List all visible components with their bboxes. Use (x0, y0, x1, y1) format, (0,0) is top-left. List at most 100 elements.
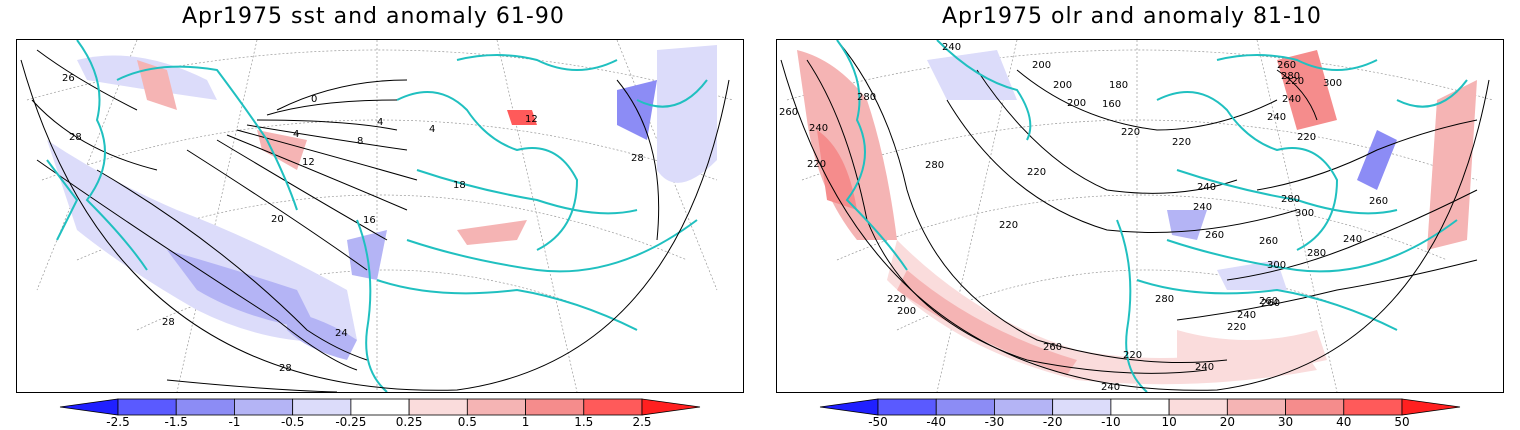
contour-label: 180 (1109, 80, 1128, 91)
contour-label: 300 (1323, 78, 1342, 89)
colorbar-tick-label: 0.25 (395, 415, 423, 429)
contour-label: 280 (1281, 71, 1300, 82)
colorbar-left-extension (819, 398, 879, 416)
contour-label: 200 (1053, 80, 1072, 91)
contour-label: 260 (1261, 298, 1280, 309)
colorbar-left-extension (59, 398, 119, 416)
contour-label: 12 (302, 157, 315, 168)
contour-label: 220 (887, 294, 906, 305)
colorbar-segment (1168, 398, 1228, 416)
contour-label: 8 (357, 136, 363, 147)
colorbar-tick-label: 30 (1277, 415, 1294, 429)
contour-label: 220 (1027, 167, 1046, 178)
colorbar-segment (350, 398, 410, 416)
contour-label: 28 (631, 153, 644, 164)
colorbar-tick-label: -40 (926, 415, 947, 429)
contour-label: 28 (162, 317, 175, 328)
contour-label: 240 (1101, 382, 1120, 392)
colorbar-tick-label: 20 (1219, 415, 1235, 429)
contour-label: 240 (1282, 94, 1301, 105)
colorbar-segment (408, 398, 468, 416)
contour-label: 220 (1121, 127, 1140, 138)
contour-label: 260 (1043, 342, 1062, 353)
contour-label: 280 (1155, 294, 1174, 305)
sst-colorbar-graphic (59, 398, 701, 416)
colorbar-right-extension (641, 398, 701, 416)
contour-label: 300 (1295, 208, 1314, 219)
sst-contour-labels: 26 28 0 4 4 8 12 16 20 24 28 28 28 12 18… (62, 73, 644, 374)
olr-colorbar (819, 398, 1461, 416)
colorbar-tick-label: 50 (1394, 415, 1410, 429)
colorbar-right-extension (1401, 398, 1461, 416)
colorbar-segment (466, 398, 526, 416)
contour-label: 300 (1267, 260, 1286, 271)
colorbar-segment (1343, 398, 1403, 416)
left-map-title: Apr1975 sst and anomaly 61-90 (182, 4, 565, 29)
contour-label: 4 (377, 117, 383, 128)
contour-label: 240 (942, 42, 961, 53)
coastlines (836, 40, 1468, 392)
colorbar-tick-label: -1 (228, 415, 241, 429)
contour-label: 260 (1369, 196, 1388, 207)
contour-label: 28 (279, 363, 292, 374)
colorbar-tick-label: 2.5 (632, 415, 652, 429)
colorbar-segment (877, 398, 937, 416)
colorbar-segment (1285, 398, 1345, 416)
contour-label: 20 (271, 214, 284, 225)
colorbar-tick-label: -10 (1101, 415, 1121, 429)
colorbar-segment (234, 398, 294, 416)
contour-label: 240 (1193, 202, 1212, 213)
contour-label: 260 (1259, 296, 1278, 307)
colorbar-segment (1226, 398, 1286, 416)
contour-label: 240 (1237, 310, 1256, 321)
olr-map-panel: 240 200 200 200 180 160 260 220 300 280 … (776, 39, 1504, 393)
contour-label: 0 (311, 94, 317, 105)
contour-label: 160 (1102, 99, 1121, 110)
contour-label: 240 (1267, 112, 1286, 123)
contour-label: 4 (429, 124, 435, 135)
contour-label: 18 (453, 180, 466, 191)
contour-label: 220 (1123, 350, 1142, 361)
colorbar-tick-label: 1.5 (574, 415, 594, 429)
contour-label: 280 (925, 160, 944, 171)
contour-label: 260 (1277, 60, 1296, 71)
colorbar-segment (292, 398, 352, 416)
contour-label: 280 (1307, 248, 1326, 259)
colorbar-segment (994, 398, 1054, 416)
olr-map: 240 200 200 200 180 160 260 220 300 280 … (779, 40, 1494, 392)
contour-label: 280 (857, 92, 876, 103)
graticule (26, 40, 734, 392)
colorbar-tick-label: 1 (521, 415, 530, 429)
contour-label: 220 (1172, 137, 1191, 148)
colorbar-tick-label: -30 (984, 415, 1005, 429)
contour-label: 220 (1297, 132, 1316, 143)
olr-anomaly-shading (797, 50, 1477, 385)
sst-contours (31, 49, 660, 392)
contour-label: 200 (897, 306, 916, 317)
sst-map: 26 28 0 4 4 8 12 16 20 24 28 28 28 12 18… (17, 40, 743, 392)
colorbar-segment (583, 398, 643, 416)
colorbar-tick-label: -50 (868, 415, 888, 429)
colorbar-tick-label: 0.5 (457, 415, 477, 429)
colorbar-segment (1110, 398, 1170, 416)
contour-label: 240 (1195, 362, 1214, 373)
colorbar-tick-label: -0.5 (280, 415, 305, 429)
colorbar-tick-label: 40 (1336, 415, 1352, 429)
contour-label: 240 (809, 123, 828, 134)
contour-label: 220 (999, 220, 1018, 231)
contour-label: 220 (1285, 76, 1304, 87)
contour-label: 220 (1227, 322, 1246, 333)
sst-map-panel: 26 28 0 4 4 8 12 16 20 24 28 28 28 12 18… (16, 39, 744, 393)
contour-label: 24 (335, 328, 348, 339)
colorbar-segment (525, 398, 585, 416)
colorbar-tick-label: -0.25 (335, 415, 367, 429)
colorbar-tick-label: -1.5 (164, 415, 188, 429)
colorbar-segment (175, 398, 235, 416)
sst-colorbar (59, 398, 701, 416)
contour-label: 4 (293, 129, 299, 140)
coastlines (46, 40, 708, 392)
contour-label: 200 (1032, 60, 1051, 71)
contour-label: 240 (1197, 182, 1216, 193)
contour-label: 240 (1343, 234, 1362, 245)
olr-contours (806, 40, 1478, 374)
